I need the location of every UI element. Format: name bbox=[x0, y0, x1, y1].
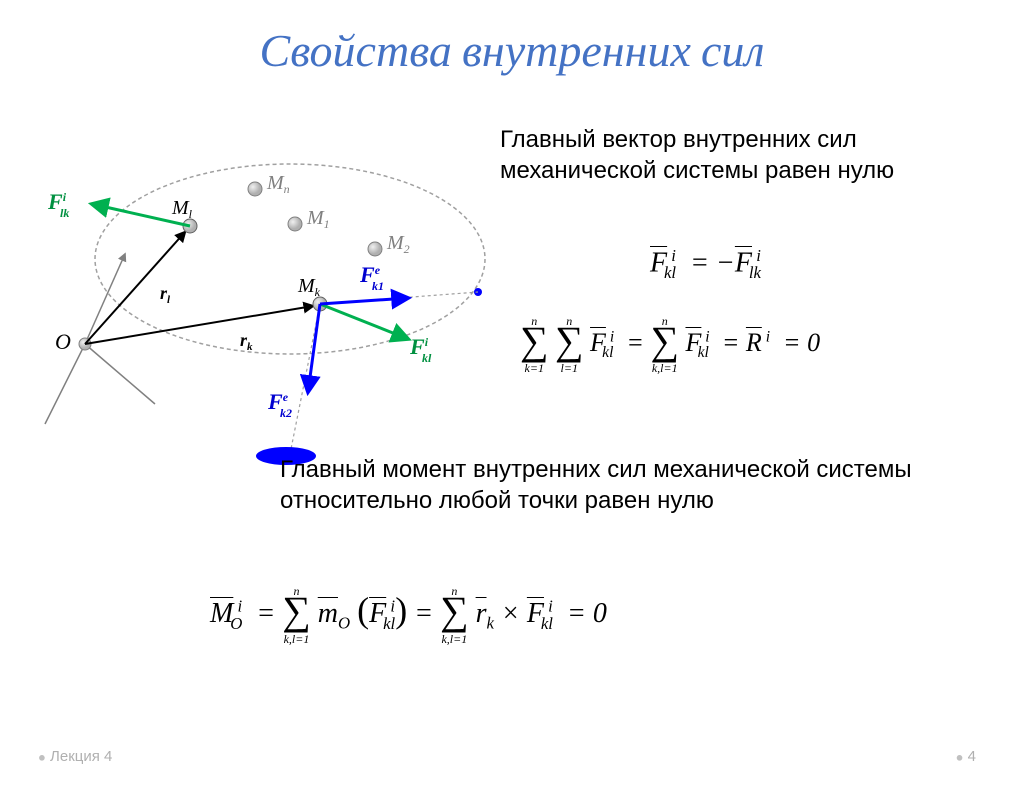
axis-3 bbox=[85, 344, 155, 404]
vector-fk1-e bbox=[320, 298, 408, 304]
origin-label: O bbox=[55, 329, 71, 354]
equation-1: F ikl = −F ilk bbox=[650, 246, 761, 283]
paragraph-1: Главный вектор внутренних сил механическ… bbox=[500, 124, 980, 186]
label-fkl-i: Fikl bbox=[409, 334, 432, 365]
label-ml: Ml bbox=[171, 197, 193, 221]
label-flk-i: Filk bbox=[47, 189, 69, 220]
system-boundary bbox=[95, 164, 485, 354]
vector-fkl-i bbox=[320, 304, 408, 339]
point-m2 bbox=[368, 242, 382, 256]
paragraph-2: Главный момент внутренних сил механическ… bbox=[280, 454, 960, 516]
equation-3: M iO = n∑k,l=1 mO (F ikl) = n∑k,l=1 rk ×… bbox=[210, 584, 607, 647]
axis-1 bbox=[85, 254, 125, 344]
vector-rk bbox=[85, 306, 313, 344]
label-mk: Mk bbox=[297, 275, 321, 299]
equation-2: n∑k=1 n∑l=1 F ikl = n∑k,l=1 F ikl = R i … bbox=[520, 314, 820, 376]
footer-page: ● 4 bbox=[956, 748, 976, 765]
label-fk1-e: Fek1 bbox=[359, 262, 384, 293]
label-rk: rk bbox=[240, 330, 253, 353]
axis-2 bbox=[45, 344, 85, 424]
vector-fk2-e bbox=[308, 304, 320, 392]
label-rl: rl bbox=[160, 283, 171, 306]
force-diagram: O Mn M1 M2 rl rk Ml Filk Mk Fikl Fek1 Fe… bbox=[30, 144, 500, 474]
slide-title: Свойства внутренних сил bbox=[0, 24, 1024, 78]
point-mn bbox=[248, 182, 262, 196]
label-m2: M2 bbox=[386, 232, 410, 256]
label-m1: M1 bbox=[306, 207, 330, 231]
footer-lecture: ● Лекция 4 bbox=[38, 748, 112, 765]
label-mn: Mn bbox=[266, 172, 290, 196]
vector-rl bbox=[85, 232, 185, 344]
label-fk2-e: Fek2 bbox=[267, 389, 292, 420]
point-m1 bbox=[288, 217, 302, 231]
